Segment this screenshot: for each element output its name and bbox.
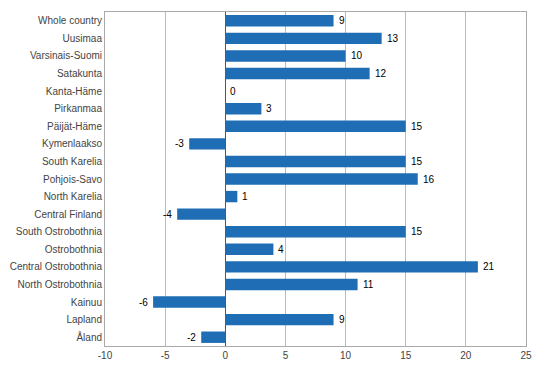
svg-text:10: 10 bbox=[340, 350, 352, 361]
svg-text:1: 1 bbox=[242, 191, 248, 202]
svg-text:12: 12 bbox=[375, 68, 387, 79]
svg-text:20: 20 bbox=[460, 350, 472, 361]
svg-text:Whole country: Whole country bbox=[38, 15, 102, 26]
svg-text:Uusimaa: Uusimaa bbox=[63, 33, 103, 44]
svg-text:15: 15 bbox=[411, 226, 423, 237]
svg-text:-4: -4 bbox=[163, 209, 172, 220]
svg-text:25: 25 bbox=[520, 350, 532, 361]
svg-text:21: 21 bbox=[483, 261, 495, 272]
svg-text:11: 11 bbox=[363, 279, 374, 290]
svg-text:3: 3 bbox=[266, 103, 272, 114]
svg-text:-5: -5 bbox=[161, 350, 170, 361]
svg-text:0: 0 bbox=[230, 86, 236, 97]
svg-text:0: 0 bbox=[223, 350, 229, 361]
svg-text:Pohjois-Savo: Pohjois-Savo bbox=[43, 174, 102, 185]
svg-text:Lapland: Lapland bbox=[66, 314, 102, 325]
svg-text:16: 16 bbox=[423, 174, 435, 185]
svg-text:Varsinais-Suomi: Varsinais-Suomi bbox=[30, 50, 102, 61]
svg-text:15: 15 bbox=[411, 156, 423, 167]
svg-text:9: 9 bbox=[339, 314, 345, 325]
svg-text:Kanta-Häme: Kanta-Häme bbox=[46, 86, 103, 97]
svg-text:Pirkanmaa: Pirkanmaa bbox=[54, 103, 102, 114]
svg-text:10: 10 bbox=[351, 50, 363, 61]
svg-text:Central Finland: Central Finland bbox=[34, 209, 102, 220]
svg-text:9: 9 bbox=[339, 15, 345, 26]
svg-text:Päijät-Häme: Päijät-Häme bbox=[47, 121, 102, 132]
svg-text:North Ostrobothnia: North Ostrobothnia bbox=[18, 279, 103, 290]
svg-text:-3: -3 bbox=[175, 138, 184, 149]
svg-text:-6: -6 bbox=[139, 297, 148, 308]
svg-text:5: 5 bbox=[283, 350, 289, 361]
svg-text:15: 15 bbox=[411, 121, 423, 132]
svg-text:Kymenlaakso: Kymenlaakso bbox=[42, 138, 102, 149]
svg-text:South Karelia: South Karelia bbox=[42, 156, 102, 167]
svg-text:-10: -10 bbox=[98, 350, 113, 361]
svg-text:13: 13 bbox=[387, 33, 399, 44]
svg-text:North Karelia: North Karelia bbox=[44, 191, 103, 202]
svg-text:15: 15 bbox=[400, 350, 412, 361]
svg-text:Åland: Åland bbox=[76, 331, 102, 343]
svg-text:Ostrobothnia: Ostrobothnia bbox=[45, 244, 103, 255]
svg-text:-2: -2 bbox=[187, 332, 196, 343]
svg-text:Satakunta: Satakunta bbox=[57, 68, 102, 79]
svg-text:4: 4 bbox=[278, 244, 284, 255]
svg-text:Kainuu: Kainuu bbox=[71, 297, 102, 308]
svg-text:South Ostrobothnia: South Ostrobothnia bbox=[16, 226, 103, 237]
svg-text:Central Ostrobothnia: Central Ostrobothnia bbox=[10, 261, 103, 272]
